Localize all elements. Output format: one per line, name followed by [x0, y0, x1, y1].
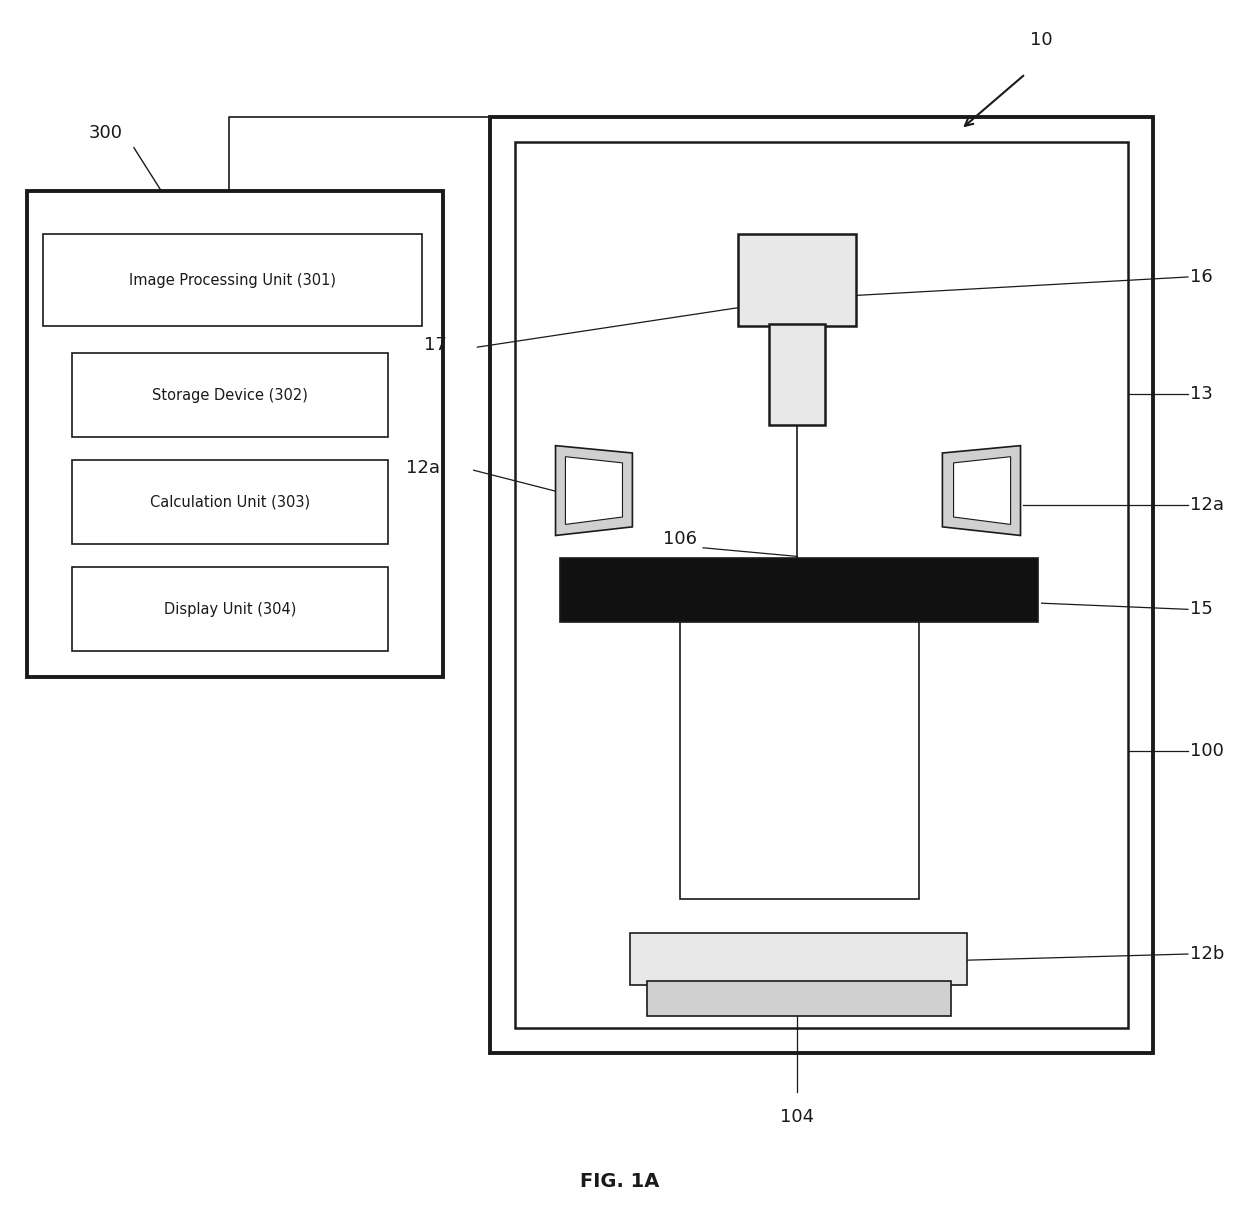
- Bar: [769, 324, 825, 425]
- Text: 104: 104: [780, 1108, 815, 1126]
- Text: 12b: 12b: [1190, 945, 1225, 963]
- Bar: [515, 142, 1128, 1028]
- Text: 106: 106: [663, 529, 697, 548]
- Text: 100: 100: [1190, 742, 1224, 760]
- Text: Display Unit (304): Display Unit (304): [164, 602, 296, 617]
- Bar: [43, 234, 422, 326]
- Bar: [72, 353, 388, 437]
- Text: 12a: 12a: [407, 459, 440, 476]
- Text: Calculation Unit (303): Calculation Unit (303): [150, 495, 310, 510]
- Text: 13: 13: [1190, 385, 1213, 403]
- Bar: [560, 558, 1038, 622]
- Text: 16: 16: [1190, 268, 1213, 286]
- Bar: [647, 981, 951, 1016]
- Text: 300: 300: [88, 123, 123, 142]
- Bar: [630, 933, 967, 985]
- Bar: [72, 460, 388, 544]
- Bar: [738, 234, 856, 326]
- Text: Image Processing Unit (301): Image Processing Unit (301): [129, 272, 336, 288]
- Text: 12a: 12a: [1190, 496, 1224, 513]
- Polygon shape: [556, 446, 632, 535]
- Polygon shape: [565, 457, 622, 524]
- Text: FIG. 1A: FIG. 1A: [580, 1172, 660, 1192]
- Text: 10: 10: [1030, 31, 1053, 49]
- Polygon shape: [942, 446, 1021, 535]
- Polygon shape: [954, 457, 1011, 524]
- Text: 17: 17: [424, 336, 446, 353]
- Bar: [27, 191, 443, 677]
- Bar: [680, 618, 919, 899]
- Text: 15: 15: [1190, 601, 1213, 618]
- Bar: [490, 117, 1153, 1053]
- Bar: [72, 567, 388, 651]
- Text: Storage Device (302): Storage Device (302): [153, 388, 308, 403]
